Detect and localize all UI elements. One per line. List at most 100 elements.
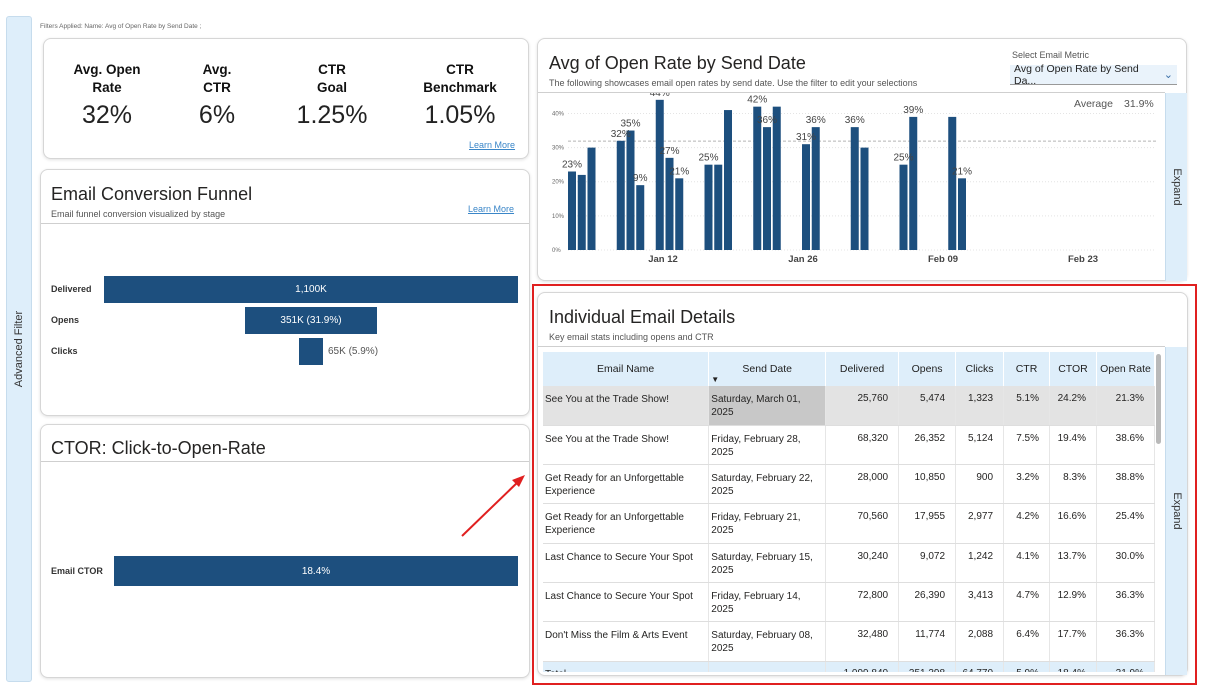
ctor-bar[interactable]: 18.4% — [114, 556, 518, 586]
cell-delivered[interactable]: 70,560 — [825, 503, 900, 544]
cell-ctr[interactable]: 3.2% — [1003, 464, 1050, 505]
open-rate-bar[interactable] — [714, 164, 723, 250]
cell-open-rate[interactable]: 38.6% — [1096, 425, 1155, 466]
cell-delivered[interactable]: 28,000 — [825, 464, 900, 505]
cell-clicks[interactable]: 3,413 — [955, 582, 1005, 623]
open-rate-bar[interactable] — [626, 130, 635, 250]
open-rate-bar[interactable] — [568, 171, 576, 251]
col-header-email-name[interactable]: Email Name — [543, 352, 710, 386]
open-rate-bar[interactable] — [665, 157, 674, 250]
cell-send-date[interactable]: Friday, February 14, 2025 — [708, 582, 827, 623]
funnel-bar-delivered[interactable]: 1,100K — [104, 276, 518, 303]
cell-open-rate[interactable]: 36.3% — [1096, 621, 1155, 662]
col-header-ctor[interactable]: CTOR — [1049, 352, 1097, 386]
open-rate-bar[interactable] — [753, 106, 762, 250]
cell-opens[interactable]: 5,474 — [898, 386, 957, 426]
funnel-learn-more-link[interactable]: Learn More — [468, 204, 515, 214]
open-rate-bar[interactable] — [811, 127, 820, 250]
table-row[interactable]: See You at the Trade Show! Saturday, Marc… — [543, 386, 1155, 426]
cell-clicks[interactable]: 2,977 — [955, 503, 1005, 544]
col-header-delivered[interactable]: Delivered — [825, 352, 900, 386]
cell-email-name[interactable]: Get Ready for an Unforgettable Experienc… — [543, 503, 710, 544]
cell-clicks[interactable]: 900 — [955, 464, 1005, 505]
col-header-send-date[interactable]: Send Date ▼ — [708, 352, 827, 386]
funnel-bar-clicks[interactable] — [299, 338, 323, 365]
cell-send-date[interactable]: Friday, February 21, 2025 — [708, 503, 827, 544]
cell-email-name[interactable]: See You at the Trade Show! — [543, 425, 710, 466]
table-row[interactable]: Don't Miss the Film & Arts Event Saturday… — [543, 621, 1155, 662]
cell-ctr[interactable]: 4.1% — [1003, 543, 1050, 583]
table-row[interactable]: Get Ready for an Unforgettable Experienc… — [543, 464, 1155, 505]
cell-email-name[interactable]: Don't Miss the Film & Arts Event — [543, 621, 710, 662]
open-rate-bar[interactable] — [802, 144, 810, 250]
cell-ctor[interactable]: 19.4% — [1049, 425, 1097, 466]
cell-email-name[interactable]: Last Chance to Secure Your Spot — [543, 543, 710, 583]
cell-open-rate[interactable]: 25.4% — [1096, 503, 1155, 544]
cell-ctr[interactable]: 4.2% — [1003, 503, 1050, 544]
table-row[interactable]: Last Chance to Secure Your Spot Friday, F… — [543, 582, 1155, 623]
cell-ctor[interactable]: 16.6% — [1049, 503, 1097, 544]
cell-clicks[interactable]: 1,242 — [955, 543, 1005, 583]
cell-open-rate[interactable]: 30.0% — [1096, 543, 1155, 583]
table-scrollbar[interactable] — [1156, 354, 1161, 444]
chart-expand-button[interactable]: Expand — [1165, 93, 1187, 281]
cell-email-name[interactable]: Last Chance to Secure Your Spot — [543, 582, 710, 623]
cell-delivered[interactable]: 32,480 — [825, 621, 900, 662]
open-rate-bar[interactable] — [636, 185, 645, 250]
table-expand-button[interactable]: Expand — [1165, 347, 1187, 675]
cell-delivered[interactable]: 30,240 — [825, 543, 900, 583]
cell-ctr[interactable]: 4.7% — [1003, 582, 1050, 623]
open-rate-bar[interactable] — [958, 178, 966, 250]
cell-delivered[interactable]: 68,320 — [825, 425, 900, 466]
cell-send-date[interactable]: Saturday, March 01, 2025 — [708, 386, 827, 426]
cell-ctor[interactable]: 13.7% — [1049, 543, 1097, 583]
col-header-ctr[interactable]: CTR — [1003, 352, 1050, 386]
open-rate-bar[interactable] — [899, 164, 908, 250]
open-rate-bar[interactable] — [577, 174, 586, 250]
cell-send-date[interactable]: Saturday, February 22, 2025 — [708, 464, 827, 505]
open-rate-bar[interactable] — [724, 110, 732, 250]
cell-clicks[interactable]: 5,124 — [955, 425, 1005, 466]
open-rate-bar[interactable] — [655, 99, 664, 251]
funnel-bar-opens[interactable]: 351K (31.9%) — [245, 307, 377, 334]
cell-opens[interactable]: 9,072 — [898, 543, 957, 583]
cell-ctor[interactable]: 24.2% — [1049, 386, 1097, 426]
cell-delivered[interactable]: 25,760 — [825, 386, 900, 426]
open-rate-bar[interactable] — [587, 147, 596, 250]
cell-send-date[interactable]: Saturday, February 08, 2025 — [708, 621, 827, 662]
cell-ctor[interactable]: 12.9% — [1049, 582, 1097, 623]
cell-open-rate[interactable]: 38.8% — [1096, 464, 1155, 505]
cell-ctr[interactable]: 7.5% — [1003, 425, 1050, 466]
open-rate-bar[interactable] — [772, 106, 781, 250]
open-rate-bar[interactable] — [850, 127, 859, 250]
cell-open-rate[interactable]: 36.3% — [1096, 582, 1155, 623]
open-rate-bar[interactable] — [675, 178, 684, 250]
metric-select[interactable]: Avg of Open Rate by Send Da... ⌄ — [1010, 63, 1177, 87]
cell-ctr[interactable]: 5.1% — [1003, 386, 1050, 426]
cell-opens[interactable]: 26,352 — [898, 425, 957, 466]
cell-email-name[interactable]: Get Ready for an Unforgettable Experienc… — [543, 464, 710, 505]
cell-send-date[interactable]: Friday, February 28, 2025 — [708, 425, 827, 466]
cell-opens[interactable]: 17,955 — [898, 503, 957, 544]
open-rate-bar[interactable] — [704, 164, 713, 250]
table-row[interactable]: See You at the Trade Show! Friday, Februa… — [543, 425, 1155, 466]
cell-opens[interactable]: 26,390 — [898, 582, 957, 623]
open-rate-bar[interactable] — [948, 116, 957, 251]
col-header-opens[interactable]: Opens — [898, 352, 957, 386]
cell-opens[interactable]: 11,774 — [898, 621, 957, 662]
learn-more-link[interactable]: Learn More — [469, 140, 516, 150]
cell-clicks[interactable]: 1,323 — [955, 386, 1005, 426]
cell-email-name[interactable]: See You at the Trade Show! — [543, 386, 710, 426]
col-header-open-rate[interactable]: Open Rate — [1096, 352, 1155, 386]
table-row[interactable]: Get Ready for an Unforgettable Experienc… — [543, 503, 1155, 544]
cell-ctr[interactable]: 6.4% — [1003, 621, 1050, 662]
open-rate-bar[interactable] — [616, 140, 625, 250]
table-row[interactable]: Last Chance to Secure Your Spot Saturday,… — [543, 543, 1155, 583]
cell-delivered[interactable]: 72,800 — [825, 582, 900, 623]
cell-ctor[interactable]: 8.3% — [1049, 464, 1097, 505]
cell-send-date[interactable]: Saturday, February 15, 2025 — [708, 543, 827, 583]
open-rate-bar[interactable] — [860, 147, 869, 250]
advanced-filter-toggle[interactable]: Advanced Filter — [6, 16, 32, 682]
open-rate-bar[interactable] — [909, 116, 918, 251]
col-header-clicks[interactable]: Clicks — [955, 352, 1005, 386]
